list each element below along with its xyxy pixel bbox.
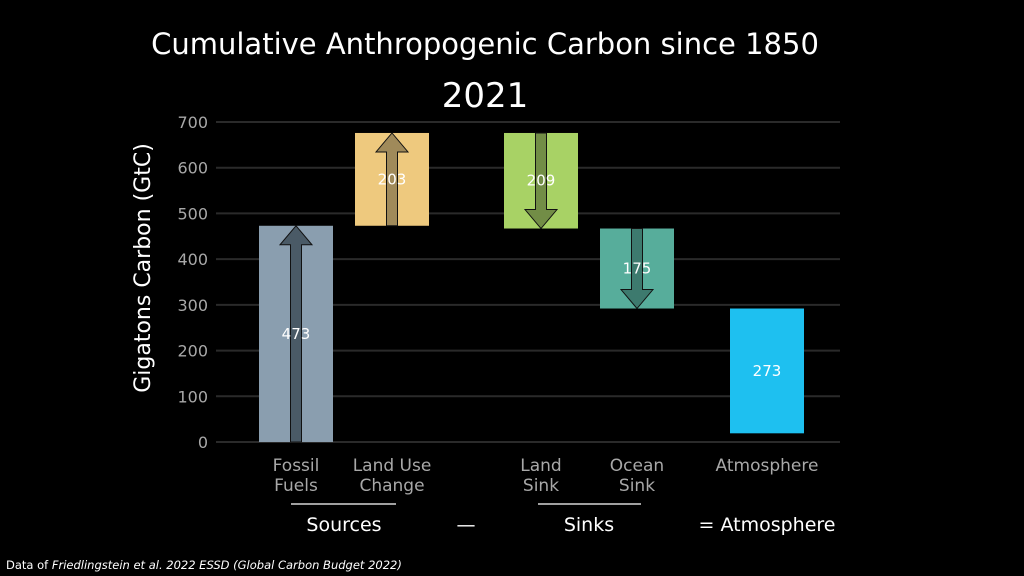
category-label: Fuels (274, 476, 318, 496)
bars: 473 203 209 175 273 (259, 132, 804, 443)
category-label: Fossil (273, 456, 320, 476)
bar-arrow (619, 228, 655, 310)
data-credit: Data of Friedlingstein et al. 2022 ESSD … (6, 558, 402, 572)
bar-arrow (278, 224, 314, 443)
bar-arrow (523, 132, 559, 230)
y-tick-label: 100 (177, 387, 208, 406)
y-tick-label: 200 (177, 342, 208, 361)
bar-arrow (374, 132, 410, 227)
y-axis-ticks: 0 100 200 300 400 500 600 700 (177, 113, 208, 452)
chart-title: Cumulative Anthropogenic Carbon since 18… (151, 27, 819, 61)
credit-source: Friedlingstein et al. 2022 ESSD (Global … (51, 558, 402, 572)
category-label: Ocean (610, 456, 664, 476)
y-tick-label: 0 (198, 433, 208, 452)
credit-prefix: Data of (6, 558, 52, 572)
minus-sign: — (457, 514, 476, 536)
bar-value-label: 175 (623, 260, 652, 278)
bar-value-label: 473 (282, 325, 311, 343)
category-label: Change (359, 476, 424, 496)
sources-label: Sources (306, 514, 381, 536)
y-tick-label: 500 (177, 204, 208, 223)
bar-value-label: 203 (378, 170, 407, 188)
y-tick-label: 700 (177, 113, 208, 132)
y-tick-label: 300 (177, 296, 208, 315)
category-label: Land (520, 456, 561, 476)
y-tick-label: 600 (177, 159, 208, 178)
sinks-label: Sinks (564, 514, 614, 536)
equals-atmosphere-label: = Atmosphere (699, 514, 836, 536)
y-tick-label: 400 (177, 250, 208, 269)
category-label: Sink (619, 476, 655, 496)
category-label: Atmosphere (716, 456, 819, 476)
bar-value-label: 273 (753, 362, 782, 380)
category-label: Sink (523, 476, 559, 496)
chart-subtitle: 2021 (442, 76, 529, 116)
y-axis-label: Gigatons Carbon (GtC) (131, 143, 156, 393)
bar-value-label: 209 (527, 172, 556, 190)
bar (730, 308, 804, 434)
category-label: Land Use (353, 456, 432, 476)
